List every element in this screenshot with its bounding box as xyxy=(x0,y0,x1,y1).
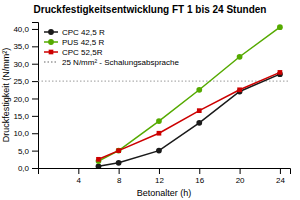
x-tick-mark xyxy=(280,168,281,174)
point xyxy=(157,131,162,136)
series xyxy=(96,71,283,168)
point xyxy=(116,160,122,166)
point xyxy=(116,148,121,153)
y-tick-mark xyxy=(32,98,38,99)
legend-label: CPC 42,5 R xyxy=(62,28,105,37)
series-line xyxy=(98,27,279,161)
legend-marker xyxy=(49,50,54,55)
x-tick: 4 xyxy=(77,168,82,185)
y-tick-label: 5,0 xyxy=(18,147,30,156)
y-tick-mark xyxy=(32,64,38,65)
x-tick: 12 xyxy=(155,168,164,185)
y-tick-mark xyxy=(32,116,38,117)
y-tick: 40,0 xyxy=(13,25,38,34)
legend-entry: CPC 52,5R xyxy=(44,48,103,57)
y-tick: 0,0 xyxy=(18,164,38,173)
point xyxy=(237,54,243,60)
x-tick-mark xyxy=(119,168,120,174)
y-tick-label: 25,0 xyxy=(13,77,29,86)
y-tick: 15,0 xyxy=(13,112,38,121)
title: Druckfestigkeitsentwicklung FT 1 bis 24 … xyxy=(34,4,267,15)
data-marks xyxy=(38,24,290,168)
x-tick-label: 12 xyxy=(155,176,164,185)
legend-label: 25 N/mm² - Schalungsabsprache xyxy=(62,58,179,67)
y-tick-label: 0,0 xyxy=(18,164,30,173)
x-tick: 16 xyxy=(195,168,204,185)
legend-entry: 25 N/mm² - Schalungsabsprache xyxy=(44,58,179,67)
point xyxy=(197,108,202,113)
y-tick-mark xyxy=(32,168,38,169)
y-tick-mark xyxy=(32,151,38,152)
x-tick-mark xyxy=(240,168,241,174)
x-tick-mark xyxy=(199,168,200,174)
y-tick-label: 15,0 xyxy=(13,112,29,121)
x-axis-line xyxy=(39,169,291,175)
legend-label: CPC 52,5R xyxy=(62,48,103,57)
point xyxy=(278,70,283,75)
x-tick-label: 16 xyxy=(195,176,204,185)
point xyxy=(156,118,162,124)
x-axis: 4 8 12 16 20 24 xyxy=(39,168,291,185)
y-tick: 30,0 xyxy=(13,60,38,69)
y-tick-label: 35,0 xyxy=(13,42,29,51)
y-tick: 25,0 xyxy=(13,77,38,86)
y-tick: 35,0 xyxy=(13,42,38,51)
legend-marker xyxy=(48,39,54,45)
x-tick: 24 xyxy=(276,168,285,185)
point xyxy=(156,148,162,154)
x-tick-label: 4 xyxy=(77,176,82,185)
chart: 4 8 12 16 20 24 0,0 5,0 10,0 15,0 20,0 25,0 30,0 35,0… xyxy=(0,0,300,200)
y-tick-label: 20,0 xyxy=(13,95,29,104)
y-axis-title: Druckfestigkeit (N/mm²) xyxy=(1,48,11,143)
plot-area: 4 8 12 16 20 24 0,0 5,0 10,0 15,0 20,0 25,0 30,0 35,0… xyxy=(13,23,290,185)
y-tick: 5,0 xyxy=(18,147,38,156)
x-tick-label: 8 xyxy=(117,176,122,185)
point xyxy=(96,163,102,168)
point xyxy=(96,157,101,162)
x-tick-mark xyxy=(159,168,160,174)
series-line xyxy=(98,72,279,159)
point xyxy=(277,24,283,30)
y-tick: 20,0 xyxy=(13,95,38,104)
y-tick-label: 40,0 xyxy=(13,25,29,34)
y-tick-mark xyxy=(32,29,38,30)
x-tick-mark xyxy=(78,168,79,174)
reference-line xyxy=(38,81,290,82)
y-tick-mark xyxy=(32,81,38,82)
point xyxy=(196,120,202,126)
x-tick-label: 20 xyxy=(236,176,245,185)
x-axis-title: Betonalter (h) xyxy=(137,188,192,198)
series-line xyxy=(98,74,279,166)
legend-entry: CPC 42,5 R xyxy=(44,28,105,37)
point xyxy=(116,148,122,154)
point xyxy=(237,87,242,92)
legend-marker xyxy=(48,29,54,35)
y-axis-line xyxy=(32,23,39,169)
y-tick-mark xyxy=(32,133,38,134)
x-tick-label: 24 xyxy=(276,176,285,185)
legend-entry: PUS 42,5 R xyxy=(44,38,104,47)
y-tick: 10,0 xyxy=(13,129,38,138)
legend-label: PUS 42,5 R xyxy=(62,38,104,47)
x-tick: 20 xyxy=(236,168,245,185)
legend: CPC 42,5 RPUS 42,5 RCPC 52,5R25 N/mm² - … xyxy=(44,28,179,67)
series xyxy=(96,70,282,162)
legend-swatch xyxy=(44,61,58,63)
y-tick-label: 10,0 xyxy=(13,129,29,138)
point xyxy=(196,87,202,93)
y-axis: 0,0 5,0 10,0 15,0 20,0 25,0 30,0 35,0 40,0 xyxy=(13,23,38,174)
series xyxy=(96,24,283,164)
y-tick-mark xyxy=(32,46,38,47)
y-tick-label: 30,0 xyxy=(13,60,29,69)
x-tick: 8 xyxy=(117,168,122,185)
